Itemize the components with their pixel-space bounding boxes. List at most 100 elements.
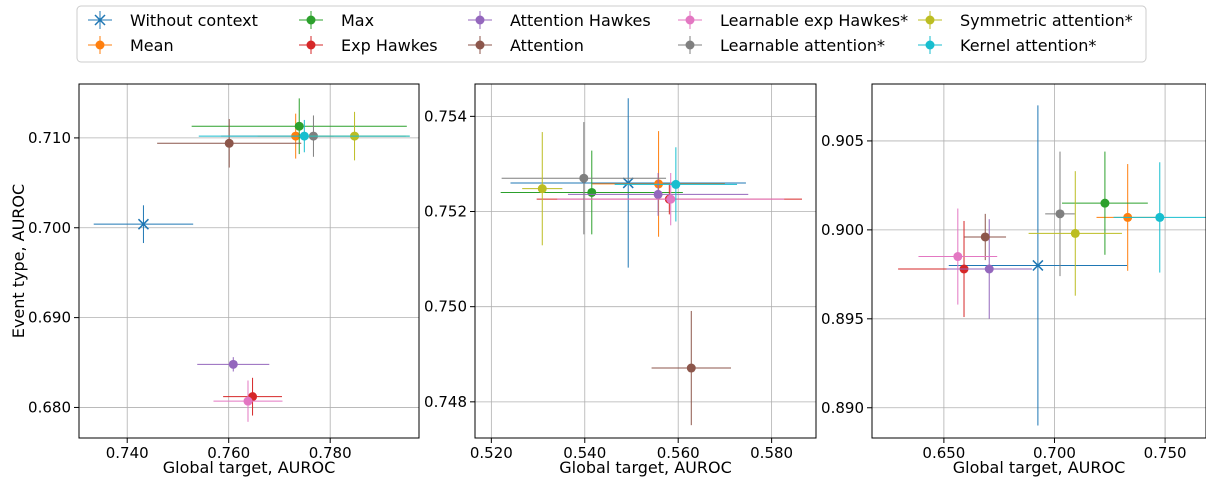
y-tick-label: 0.895 (821, 310, 864, 328)
point-learnable-exp-hawkes (918, 208, 998, 305)
marker-max (294, 121, 304, 131)
point-symmetric-attention (1028, 171, 1122, 296)
point-kernel-attention (614, 147, 738, 222)
legend-item-exp-hawkes: Exp Hawkes (299, 36, 438, 55)
point-exp-hawkes (223, 377, 282, 416)
legend-marker-attention (468, 36, 492, 54)
marker-without-context (622, 177, 634, 189)
marker-without-context (1032, 259, 1044, 271)
marker-symmetric-attention (537, 184, 547, 194)
marker-attention (980, 232, 990, 242)
legend-label-attention: Attention (510, 36, 584, 55)
legend-label-attention-hawkes: Attention Hawkes (510, 11, 651, 30)
x-tick-label: 0.780 (309, 444, 352, 462)
y-axis-label: Event type, AUROC (9, 184, 28, 338)
point-attention-hawkes (946, 219, 1032, 319)
x-tick-label: 0.760 (207, 444, 250, 462)
x-axis-label: Global target, AUROC (559, 458, 731, 477)
marker-learnable-exp-hawkes (953, 252, 963, 262)
x-tick-label: 0.650 (922, 444, 965, 462)
panel-2-frame (474, 83, 817, 439)
point-attention-hawkes (197, 357, 270, 372)
x-tick-label: 0.750 (1144, 444, 1187, 462)
legend-marker-without-context (88, 11, 112, 29)
marker-attention-hawkes (984, 264, 994, 274)
marker-learnable-attention (1055, 209, 1065, 219)
y-tick-label: 0.905 (821, 132, 864, 150)
marker-attention-hawkes (653, 189, 663, 199)
legend-item-kernel-attention: Kernel attention* (918, 36, 1096, 55)
marker-symmetric-attention (1070, 228, 1080, 238)
marker-kernel-attention (1155, 212, 1165, 222)
legend-marker-exp-hawkes (299, 36, 323, 54)
legend-item-learnable-attention: Learnable attention* (678, 36, 885, 55)
y-tick-label: 0.890 (821, 399, 864, 417)
legend-item-max: Max (299, 11, 374, 30)
y-tick-label: 0.750 (424, 298, 467, 316)
legend-label-max: Max (341, 11, 374, 30)
point-kernel-attention (1113, 162, 1206, 273)
y-tick-label: 0.754 (424, 107, 467, 125)
point-learnable-exp-hawkes (557, 172, 785, 226)
point-learnable-attention (1045, 151, 1075, 277)
legend-marker-kernel-attention (918, 36, 942, 54)
legend-marker-max (299, 11, 323, 29)
marker-kernel-attention (299, 131, 309, 141)
x-axis-label: Global target, AUROC (163, 458, 335, 477)
y-tick-label: 0.700 (28, 219, 71, 237)
y-tick-label: 0.752 (424, 203, 467, 221)
legend-label-learnable-attention: Learnable attention* (720, 36, 885, 55)
y-tick-label: 0.690 (28, 309, 71, 327)
y-tick-label: 0.680 (28, 398, 71, 416)
legend-label-exp-hawkes: Exp Hawkes (341, 36, 438, 55)
panel-1: 0.740 0.760 0.780 0.680 0.690 0.700 0.710 Globa… (9, 83, 420, 477)
marker-without-context (137, 218, 149, 230)
marker-kernel-attention (671, 179, 681, 189)
point-without-context (948, 105, 1128, 426)
point-learnable-attention (501, 122, 667, 235)
point-symmetric-attention (522, 132, 563, 246)
marker-max (587, 187, 597, 197)
legend-label-mean: Mean (130, 36, 174, 55)
legend-label-learnable-exp-hawkes: Learnable exp Hawkes* (720, 11, 908, 30)
panel-2-grid (475, 84, 816, 438)
panel-3-points (898, 105, 1206, 426)
point-without-context (510, 98, 746, 268)
legend-marker-attention-hawkes (468, 11, 492, 29)
point-attention (964, 213, 1007, 261)
panel-1-grid (79, 84, 419, 438)
x-tick-label: 0.700 (1033, 444, 1076, 462)
legend-item-attention: Attention (468, 36, 584, 55)
x-axis-label: Global target, AUROC (953, 458, 1125, 477)
marker-learnable-exp-hawkes (666, 194, 676, 204)
x-tick-label: 0.580 (750, 444, 793, 462)
marker-attention (686, 363, 696, 373)
x-tick-label: 0.560 (657, 444, 700, 462)
legend-item-symmetric-attention: Symmetric attention* (918, 11, 1133, 30)
legend-label-symmetric-attention: Symmetric attention* (960, 11, 1133, 30)
marker-learnable-exp-hawkes (243, 396, 253, 406)
panel-3-grid (872, 84, 1206, 438)
legend: Without context Mean Max Exp Hawkes Attentio… (76, 5, 1147, 63)
x-tick-label: 0.540 (563, 444, 606, 462)
legend-label-kernel-attention: Kernel attention* (960, 36, 1096, 55)
marker-attention (224, 138, 234, 148)
point-without-context (93, 205, 194, 244)
point-kernel-attention (198, 119, 410, 153)
panel-3: 0.650 0.700 0.750 0.890 0.895 0.900 0.905 Globa… (821, 83, 1206, 477)
legend-label-without-context: Without context (130, 11, 258, 30)
point-max (191, 98, 407, 155)
legend-item-mean: Mean (88, 36, 174, 55)
y-tick-label: 0.900 (821, 221, 864, 239)
legend-marker-learnable-exp-hawkes (678, 11, 702, 29)
legend-marker-mean (88, 36, 112, 54)
x-tick-label: 0.740 (106, 444, 149, 462)
legend-item-learnable-exp-hawkes: Learnable exp Hawkes* (678, 11, 908, 30)
marker-attention-hawkes (228, 359, 238, 369)
y-tick-label: 0.748 (424, 393, 467, 411)
panel-3-frame (871, 83, 1206, 439)
marker-learnable-attention (579, 173, 589, 183)
panel-2-points (500, 98, 802, 426)
panel-1-frame (78, 83, 420, 439)
